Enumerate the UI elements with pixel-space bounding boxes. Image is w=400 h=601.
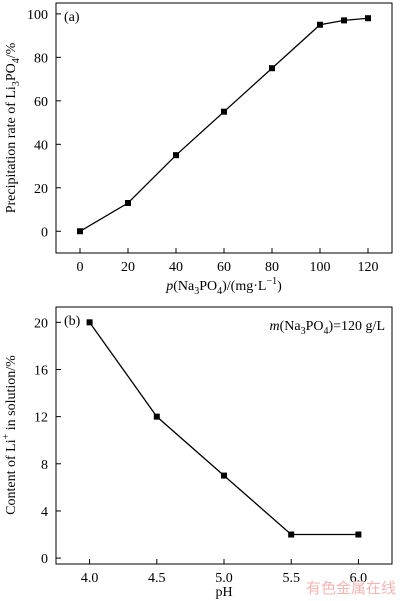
series-a (77, 15, 371, 235)
x-axis-ticks-a: 0 20 40 60 80 100 120 (77, 248, 379, 275)
y-tick-label-b-1: 4 (41, 505, 48, 520)
y-tick-label-a-3: 60 (34, 95, 48, 110)
y-tick-label-a-5: 100 (27, 8, 48, 23)
x-tick-label-a-2: 40 (169, 260, 183, 275)
x-tick-label-a-1: 20 (121, 260, 135, 275)
y-axis-title-b: Content of Li+ in solution/% (1, 355, 19, 515)
x-tick-label-b-1: 4.5 (148, 571, 166, 586)
data-point-a-3 (221, 108, 227, 115)
x-tick-label-b-3: 5.5 (282, 571, 300, 586)
series-b (86, 319, 362, 538)
data-point-a-2 (173, 152, 179, 159)
chart-panel-a: (a) 0 20 40 60 80 100 0 20 40 60 80 100 120 p(Na3PO… (4, 2, 393, 297)
chart-annotation-b: m(Na3PO4)=120 g/L (269, 319, 385, 337)
x-tick-label-a-5: 100 (310, 260, 331, 275)
y-tick-label-a-2: 40 (34, 138, 48, 153)
x-tick-label-b-0: 4.0 (81, 571, 99, 586)
y-axis-title-a: Precipitation rate of Li3PO4/% (4, 42, 22, 213)
y-tick-label-b-3: 12 (34, 411, 48, 426)
data-point-a-1 (125, 200, 131, 206)
x-tick-label-a-0: 0 (77, 260, 84, 275)
x-axis-title-b: pH (215, 585, 232, 600)
data-point-b-2 (221, 472, 227, 479)
data-point-b-1 (153, 413, 160, 420)
chart-panel-b: (b) m(Na3PO4)=120 g/L 0 4 8 12 16 20 4.0 4.5 5.… (1, 306, 393, 600)
y-axis-ticks-b: 0 4 8 12 16 20 (34, 316, 61, 567)
y-tick-label-b-2: 8 (41, 458, 48, 473)
y-tick-label-b-5: 20 (34, 316, 48, 331)
data-point-a-0 (77, 228, 83, 235)
series-line-b-0 (89, 321, 359, 536)
data-point-a-6 (341, 17, 347, 24)
x-tick-label-a-4: 80 (265, 260, 279, 275)
x-tick-label-b-4: 6.0 (350, 571, 368, 586)
data-point-b-0 (86, 319, 93, 326)
series-line-a-0 (79, 17, 369, 232)
y-axis-ticks-a: 0 20 40 60 80 100 (27, 8, 61, 240)
y-tick-label-a-1: 20 (34, 182, 48, 197)
y-tick-label-a-4: 80 (34, 51, 48, 66)
panel-label-b: (b) (64, 314, 81, 329)
x-tick-label-a-3: 60 (217, 260, 231, 275)
y-tick-label-b-0: 0 (41, 552, 48, 567)
y-tick-label-a-0: 0 (41, 225, 48, 240)
x-tick-label-a-6: 120 (358, 260, 379, 275)
data-point-b-3 (288, 531, 295, 538)
data-point-a-7 (365, 15, 371, 22)
x-tick-label-b-2: 5.0 (215, 571, 233, 586)
data-point-a-4 (269, 65, 275, 72)
watermark: 有色金属在线 (306, 579, 396, 597)
x-axis-title-a: p(Na3PO4)/(mg·L−1) (165, 276, 282, 297)
y-tick-label-b-4: 16 (34, 363, 48, 378)
data-point-b-4 (355, 531, 362, 538)
x-axis-ticks-b: 4.0 4.5 5.0 5.5 6.0 (81, 559, 367, 586)
data-point-a-5 (317, 21, 323, 28)
panel-label-a: (a) (64, 10, 80, 25)
